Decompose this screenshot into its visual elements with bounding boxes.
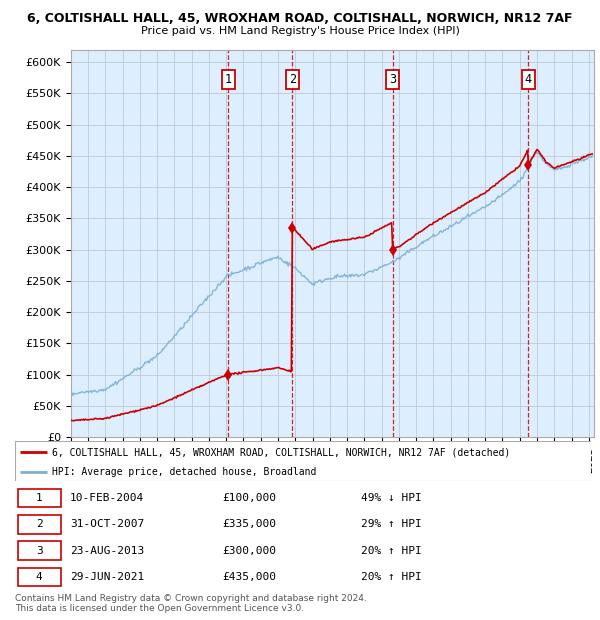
Text: £300,000: £300,000 <box>223 546 277 556</box>
Text: £100,000: £100,000 <box>223 493 277 503</box>
Text: 10-FEB-2004: 10-FEB-2004 <box>70 493 144 503</box>
Text: 2: 2 <box>36 520 43 529</box>
Text: 29-JUN-2021: 29-JUN-2021 <box>70 572 144 582</box>
Text: Contains HM Land Registry data © Crown copyright and database right 2024.
This d: Contains HM Land Registry data © Crown c… <box>15 594 367 613</box>
Text: 3: 3 <box>36 546 43 556</box>
FancyBboxPatch shape <box>18 568 61 587</box>
FancyBboxPatch shape <box>18 541 61 560</box>
Text: 4: 4 <box>524 73 532 86</box>
Text: HPI: Average price, detached house, Broadland: HPI: Average price, detached house, Broa… <box>52 467 317 477</box>
Text: 20% ↑ HPI: 20% ↑ HPI <box>361 572 421 582</box>
Text: 4: 4 <box>36 572 43 582</box>
Text: £435,000: £435,000 <box>223 572 277 582</box>
Text: Price paid vs. HM Land Registry's House Price Index (HPI): Price paid vs. HM Land Registry's House … <box>140 26 460 36</box>
Text: 31-OCT-2007: 31-OCT-2007 <box>70 520 144 529</box>
Text: 6, COLTISHALL HALL, 45, WROXHAM ROAD, COLTISHALL, NORWICH, NR12 7AF: 6, COLTISHALL HALL, 45, WROXHAM ROAD, CO… <box>27 12 573 25</box>
Text: 1: 1 <box>36 493 43 503</box>
Text: 1: 1 <box>225 73 232 86</box>
Text: 20% ↑ HPI: 20% ↑ HPI <box>361 546 421 556</box>
Text: 49% ↓ HPI: 49% ↓ HPI <box>361 493 421 503</box>
FancyBboxPatch shape <box>18 489 61 507</box>
FancyBboxPatch shape <box>18 515 61 534</box>
Text: 3: 3 <box>389 73 396 86</box>
Text: 2: 2 <box>289 73 296 86</box>
Text: 23-AUG-2013: 23-AUG-2013 <box>70 546 144 556</box>
Text: £335,000: £335,000 <box>223 520 277 529</box>
Text: 6, COLTISHALL HALL, 45, WROXHAM ROAD, COLTISHALL, NORWICH, NR12 7AF (detached): 6, COLTISHALL HALL, 45, WROXHAM ROAD, CO… <box>52 448 511 458</box>
Text: 29% ↑ HPI: 29% ↑ HPI <box>361 520 421 529</box>
